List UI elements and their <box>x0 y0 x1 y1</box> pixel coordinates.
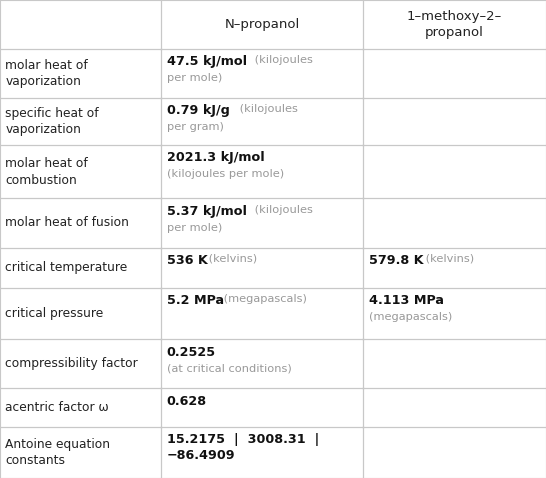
Text: per mole): per mole) <box>167 73 222 83</box>
Text: 5.2 MPa: 5.2 MPa <box>167 294 224 307</box>
Text: acentric factor ω: acentric factor ω <box>5 401 109 414</box>
Text: critical temperature: critical temperature <box>5 261 128 274</box>
Text: 4.113 MPa
(megapascals): 4.113 MPa (megapascals) <box>369 294 452 317</box>
Text: 47.5 kJ/mol: 47.5 kJ/mol <box>167 55 247 68</box>
Text: 15.2175  |  3008.31  |
−86.4909: 15.2175 | 3008.31 | −86.4909 <box>167 433 319 463</box>
Text: (kilojoules: (kilojoules <box>235 104 298 114</box>
Text: 4.113 MPa: 4.113 MPa <box>369 294 443 307</box>
Text: (megapascals): (megapascals) <box>220 294 307 304</box>
Text: (kelvins): (kelvins) <box>205 254 257 264</box>
Text: (kilojoules: (kilojoules <box>251 205 313 215</box>
Text: 5.37 kJ/mol: 5.37 kJ/mol <box>167 205 247 217</box>
Text: per gram): per gram) <box>167 122 223 132</box>
Text: 536 K: 536 K <box>167 254 207 267</box>
Text: 1–methoxy–2–
propanol: 1–methoxy–2– propanol <box>407 10 502 39</box>
Text: 2021.3 kJ/mol
(kilojoules per mole): 2021.3 kJ/mol (kilojoules per mole) <box>167 152 284 174</box>
Text: 0.2525
(at critical conditions): 0.2525 (at critical conditions) <box>167 346 291 369</box>
Text: 0.2525: 0.2525 <box>167 346 216 358</box>
Text: 579.8 K: 579.8 K <box>369 254 423 267</box>
Text: specific heat of
vaporization: specific heat of vaporization <box>5 107 99 136</box>
Text: molar heat of
vaporization: molar heat of vaporization <box>5 59 88 88</box>
Text: per mole): per mole) <box>167 223 222 233</box>
Text: molar heat of
combustion: molar heat of combustion <box>5 157 88 186</box>
Text: (kilojoules per mole): (kilojoules per mole) <box>167 169 284 179</box>
Text: N–propanol: N–propanol <box>224 18 300 31</box>
Text: (megapascals): (megapascals) <box>369 312 452 322</box>
Text: Antoine equation
constants: Antoine equation constants <box>5 438 110 467</box>
Text: (at critical conditions): (at critical conditions) <box>167 363 291 373</box>
Text: (kelvins): (kelvins) <box>422 254 474 264</box>
Text: 0.628: 0.628 <box>167 395 206 408</box>
Text: critical pressure: critical pressure <box>5 307 104 320</box>
Text: 2021.3 kJ/mol: 2021.3 kJ/mol <box>167 152 264 164</box>
Text: (kilojoules: (kilojoules <box>251 55 313 65</box>
Text: compressibility factor: compressibility factor <box>5 358 138 370</box>
Text: 0.79 kJ/g: 0.79 kJ/g <box>167 104 229 118</box>
Text: molar heat of fusion: molar heat of fusion <box>5 217 129 229</box>
